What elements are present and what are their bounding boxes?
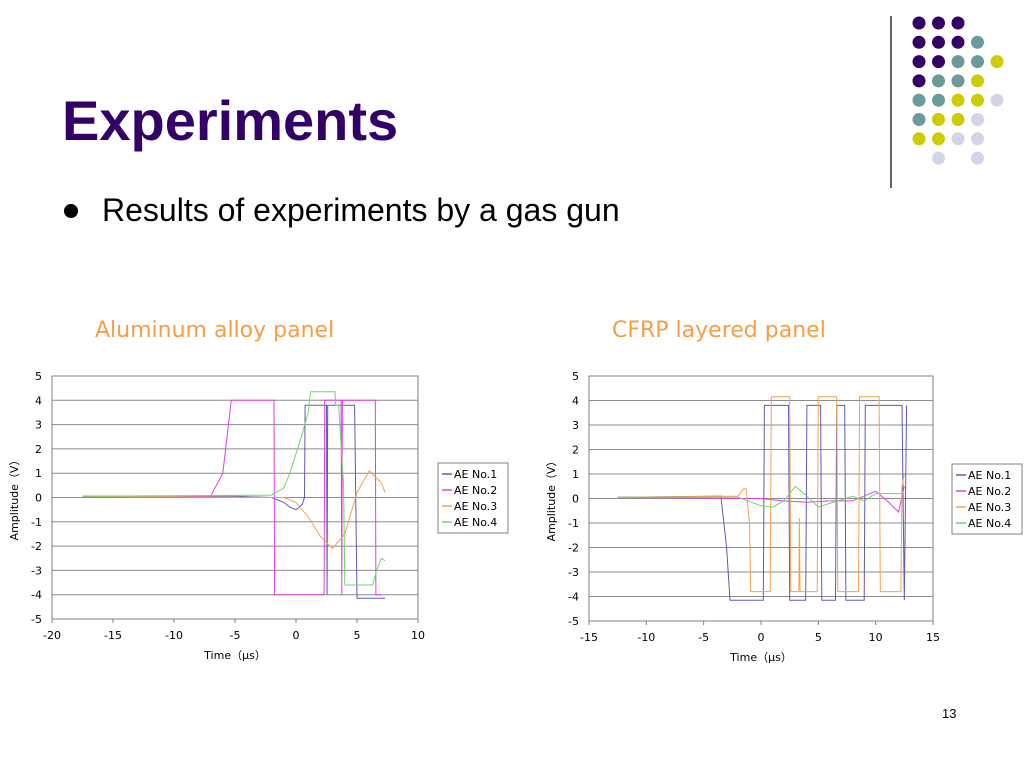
- x-tick-label: -15: [580, 631, 598, 644]
- x-axis-label: Time（μs）: [729, 651, 792, 664]
- series-line-ae-no-4: [617, 485, 905, 508]
- y-tick-label: 4: [572, 395, 579, 408]
- y-tick-label: -3: [31, 564, 42, 577]
- decorative-dot: [912, 74, 926, 88]
- decorative-dot: [951, 93, 965, 107]
- decorative-dot: [912, 113, 926, 126]
- x-tick-label: 15: [926, 631, 940, 644]
- chart1-title: Aluminum alloy panel: [95, 318, 335, 343]
- y-tick-label: 1: [35, 467, 42, 480]
- legend-label: AE No.4: [454, 516, 497, 529]
- x-tick-label: 10: [411, 629, 425, 642]
- legend-label: AE No.1: [968, 469, 1011, 482]
- y-tick-label: -1: [568, 517, 579, 530]
- x-tick-label: 0: [293, 629, 300, 642]
- y-tick-label: -2: [31, 540, 42, 553]
- decorative-dot: [971, 132, 984, 146]
- decorative-dot: [932, 16, 945, 30]
- series-line-ae-no-3: [82, 469, 386, 550]
- y-axis-label: Amplitude（V）: [545, 456, 558, 542]
- decorative-dot: [932, 113, 945, 126]
- y-tick-label: -4: [31, 589, 42, 602]
- y-tick-label: -5: [31, 613, 42, 626]
- chart2-title: CFRP layered panel: [612, 318, 826, 343]
- y-tick-label: -2: [568, 542, 579, 555]
- y-tick-label: 3: [572, 419, 579, 432]
- series-line-ae-no-1: [82, 404, 386, 599]
- x-tick-label: -5: [230, 629, 241, 642]
- page-number: 13: [942, 706, 957, 721]
- y-tick-label: 2: [35, 443, 42, 456]
- legend-label: AE No.3: [968, 501, 1011, 514]
- decorative-dot: [951, 113, 965, 126]
- decorative-dot: [932, 151, 945, 165]
- y-tick-label: -3: [568, 566, 579, 579]
- decorative-dot: [971, 55, 984, 69]
- x-tick-label: -10: [165, 629, 183, 642]
- x-tick-label: -10: [637, 631, 655, 644]
- decorative-dot: [912, 132, 926, 146]
- y-tick-label: 1: [572, 468, 579, 481]
- series-line-ae-no-2: [617, 486, 905, 513]
- series-line-ae-no-2: [82, 399, 382, 596]
- decorative-dot: [951, 55, 965, 69]
- legend-label: AE No.4: [968, 517, 1011, 530]
- y-tick-label: 0: [35, 492, 42, 505]
- decorative-dot: [912, 55, 926, 69]
- y-tick-label: 2: [572, 444, 579, 457]
- decorative-dot: [990, 55, 1004, 69]
- decorative-dot: [932, 132, 945, 146]
- bullet-text: Results of experiments by a gas gun: [102, 192, 620, 228]
- decorative-dot: [971, 113, 984, 126]
- decorative-dot: [912, 16, 926, 30]
- x-axis-label: Time（μs）: [203, 649, 266, 662]
- decorative-dot: [951, 74, 965, 88]
- decorative-dot: [912, 35, 926, 49]
- x-tick-label: 5: [354, 629, 361, 642]
- x-tick-label: 5: [815, 631, 822, 644]
- bullet-dot-icon: [64, 204, 78, 218]
- decorative-dot: [912, 93, 926, 107]
- y-tick-label: -4: [568, 591, 579, 604]
- decorative-dot: [951, 35, 965, 49]
- x-tick-label: 0: [758, 631, 765, 644]
- decorative-dot: [990, 93, 1004, 107]
- y-tick-label: 5: [572, 370, 579, 383]
- decorative-dot: [971, 74, 984, 88]
- slide-title: Experiments: [62, 89, 399, 152]
- decorative-dot: [951, 16, 965, 30]
- y-tick-label: 4: [35, 394, 42, 407]
- legend-label: AE No.2: [454, 484, 497, 497]
- series-line-ae-no-3: [617, 396, 905, 593]
- legend-label: AE No.1: [454, 468, 497, 481]
- y-tick-label: -5: [568, 615, 579, 628]
- decorative-dot: [932, 55, 945, 69]
- y-tick-label: 3: [35, 419, 42, 432]
- x-tick-label: -5: [698, 631, 709, 644]
- y-tick-label: 0: [572, 493, 579, 506]
- decorative-dot-grid: [890, 16, 1004, 188]
- legend-label: AE No.2: [968, 485, 1011, 498]
- legend-label: AE No.3: [454, 500, 497, 513]
- decorative-dot: [951, 132, 965, 146]
- decorative-dot: [932, 93, 945, 107]
- decorative-dot: [971, 93, 984, 107]
- y-axis-label: Amplitude（V）: [8, 455, 21, 541]
- x-tick-label: -15: [104, 629, 122, 642]
- series-line-ae-no-1: [617, 404, 908, 601]
- decorative-dot: [932, 35, 945, 49]
- decorative-dot: [971, 151, 984, 165]
- decorative-dot: [932, 74, 945, 88]
- x-tick-label: -20: [43, 629, 61, 642]
- decorative-dot: [971, 35, 984, 49]
- y-tick-label: 5: [35, 370, 42, 383]
- x-tick-label: 10: [869, 631, 883, 644]
- series-line-ae-no-4: [82, 391, 386, 586]
- y-tick-label: -1: [31, 516, 42, 529]
